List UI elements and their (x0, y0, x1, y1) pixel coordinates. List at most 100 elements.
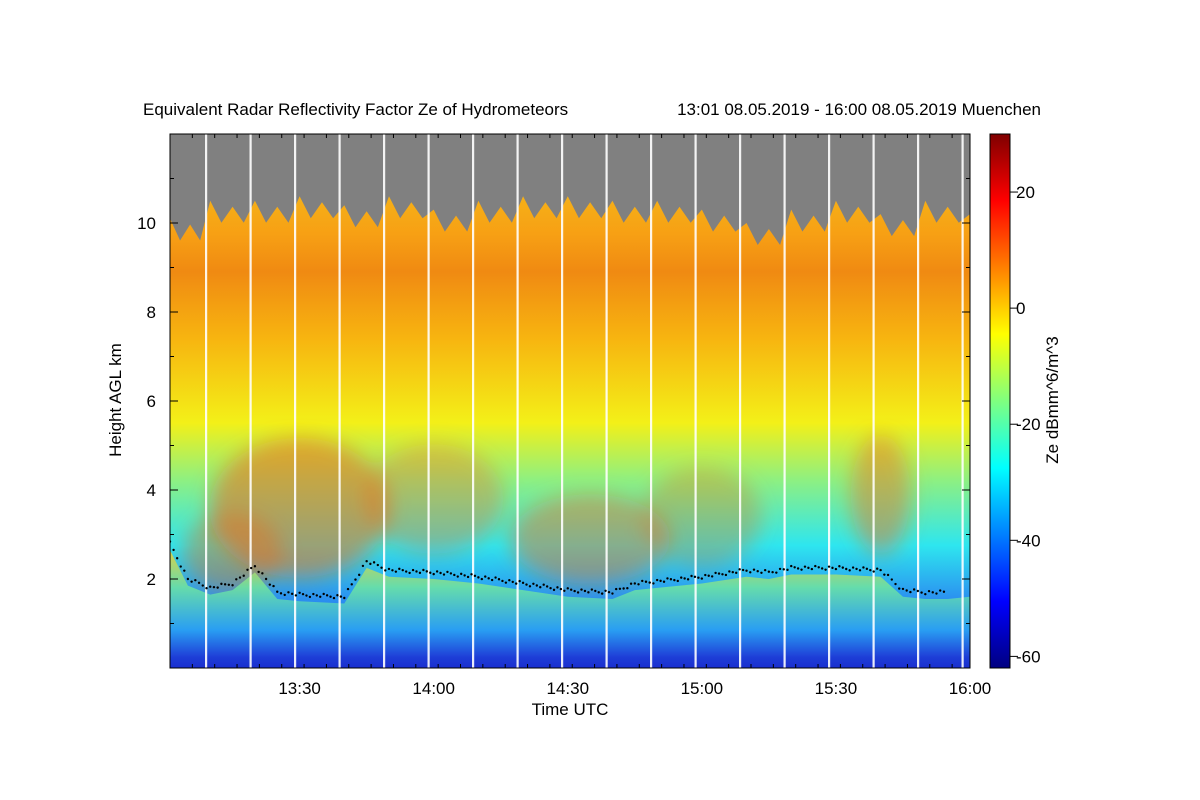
melting-layer-point (782, 568, 785, 571)
melting-layer-point (721, 573, 724, 576)
melting-layer-point (648, 581, 651, 584)
melting-layer-point (786, 568, 789, 572)
melting-layer-point (666, 577, 669, 580)
data-gap-7 (516, 134, 519, 668)
melting-layer-point (741, 568, 745, 572)
melting-layer-point (686, 578, 690, 581)
melting-layer-point (817, 566, 820, 569)
colorbar-tick-label: -40 (1016, 531, 1041, 550)
melting-layer-point (576, 591, 580, 594)
colorbar-tick-label: -20 (1016, 415, 1041, 434)
melting-layer-point (183, 569, 186, 572)
melting-layer-point (439, 571, 442, 575)
melting-layer-point (662, 580, 666, 583)
melting-layer-point (858, 569, 862, 572)
melting-layer-point (380, 566, 383, 569)
melting-layer-point (429, 571, 432, 574)
melting-layer-point (749, 571, 752, 574)
melting-layer-point (763, 568, 767, 572)
melting-layer-point (767, 570, 771, 573)
melting-layer-point (172, 548, 175, 552)
melting-layer-point (487, 577, 490, 580)
melting-layer-point (862, 566, 865, 569)
melting-layer-point (851, 566, 855, 569)
melting-layer-point (807, 566, 810, 570)
y-tick-label: 10 (137, 214, 156, 233)
melting-layer-point (604, 589, 607, 593)
melting-layer-point (354, 578, 357, 581)
melting-layer-point (246, 568, 249, 571)
data-gap-11 (694, 134, 697, 668)
x-tick-label: 14:00 (412, 679, 455, 698)
melting-layer-point (190, 580, 193, 583)
melting-layer-point (637, 583, 640, 586)
melting-layer-point (384, 569, 387, 572)
melting-layer-point (563, 589, 566, 593)
melting-layer-point (220, 582, 223, 586)
melting-layer-point (459, 572, 463, 576)
chart-title: Equivalent Radar Reflectivity Factor Ze … (143, 100, 1041, 119)
melting-layer-point (501, 579, 504, 583)
melting-layer-point (186, 577, 190, 581)
melting-layer-point (223, 583, 227, 586)
melting-layer-point (738, 568, 741, 571)
melting-layer-point (336, 594, 339, 597)
melting-layer-point (494, 576, 497, 579)
melting-layer-point (466, 575, 470, 579)
melting-layer-point (931, 591, 934, 594)
melting-layer-point (618, 587, 622, 590)
melting-layer-point (528, 585, 532, 588)
melting-layer-point (401, 568, 404, 572)
melting-layer-point (710, 575, 714, 578)
melting-layer-point (611, 592, 614, 595)
melting-layer-point (680, 576, 683, 579)
melting-layer-point (724, 573, 728, 577)
melting-layer-point (935, 592, 938, 595)
melting-layer-point (484, 575, 487, 578)
melting-layer-point (855, 567, 858, 571)
melting-layer-point (463, 574, 466, 577)
warm-region-1 (363, 443, 504, 554)
y-tick-label: 2 (147, 570, 156, 589)
melting-layer-point (350, 583, 353, 586)
melting-layer-point (470, 573, 473, 576)
x-tick-label: 15:30 (815, 679, 858, 698)
colorbar-tick-label: 0 (1016, 299, 1025, 318)
melting-layer-point (924, 592, 927, 596)
melting-layer-point (521, 581, 525, 585)
melting-layer-point (322, 592, 325, 596)
melting-layer-point (294, 594, 298, 597)
melting-layer-point (731, 570, 734, 574)
melting-layer-point (683, 577, 686, 580)
melting-layer-point (629, 582, 633, 585)
melting-layer-point (697, 576, 700, 579)
melting-layer-point (290, 592, 294, 596)
melting-layer-point (261, 572, 264, 575)
melting-layer-point (422, 568, 425, 572)
melting-layer-point (841, 566, 844, 569)
melting-layer-point (404, 570, 408, 573)
melting-layer-point (319, 595, 322, 599)
data-gap-12 (739, 134, 742, 668)
melting-layer-point (566, 587, 569, 590)
melting-layer-point (717, 572, 721, 575)
melting-layer-point (272, 584, 275, 588)
chart-subtitle-text: 13:01 08.05.2019 - 16:00 08.05.2019 Muen… (677, 100, 1041, 119)
melting-layer-point (912, 588, 916, 591)
melting-layer-point (872, 570, 875, 573)
melting-layer-point (760, 571, 763, 574)
melting-layer-point (480, 577, 484, 581)
melting-layer-point (249, 566, 253, 570)
melting-layer-point (197, 581, 201, 585)
melting-layer-point (205, 587, 208, 590)
colorbar: 20 0 -20 -40 -60 Ze dBmm^6/m^3 (989, 133, 1062, 669)
y-axis: 2 4 6 8 10 (137, 178, 970, 624)
melting-layer-point (690, 574, 693, 578)
melting-layer-point (883, 573, 886, 576)
y-axis-label: Height AGL km (106, 343, 125, 457)
melting-layer-point (587, 591, 590, 594)
melting-layer-point (504, 581, 508, 584)
melting-layer-point (343, 596, 346, 600)
melting-layer-point (194, 578, 197, 582)
melting-layer-point (376, 563, 380, 567)
